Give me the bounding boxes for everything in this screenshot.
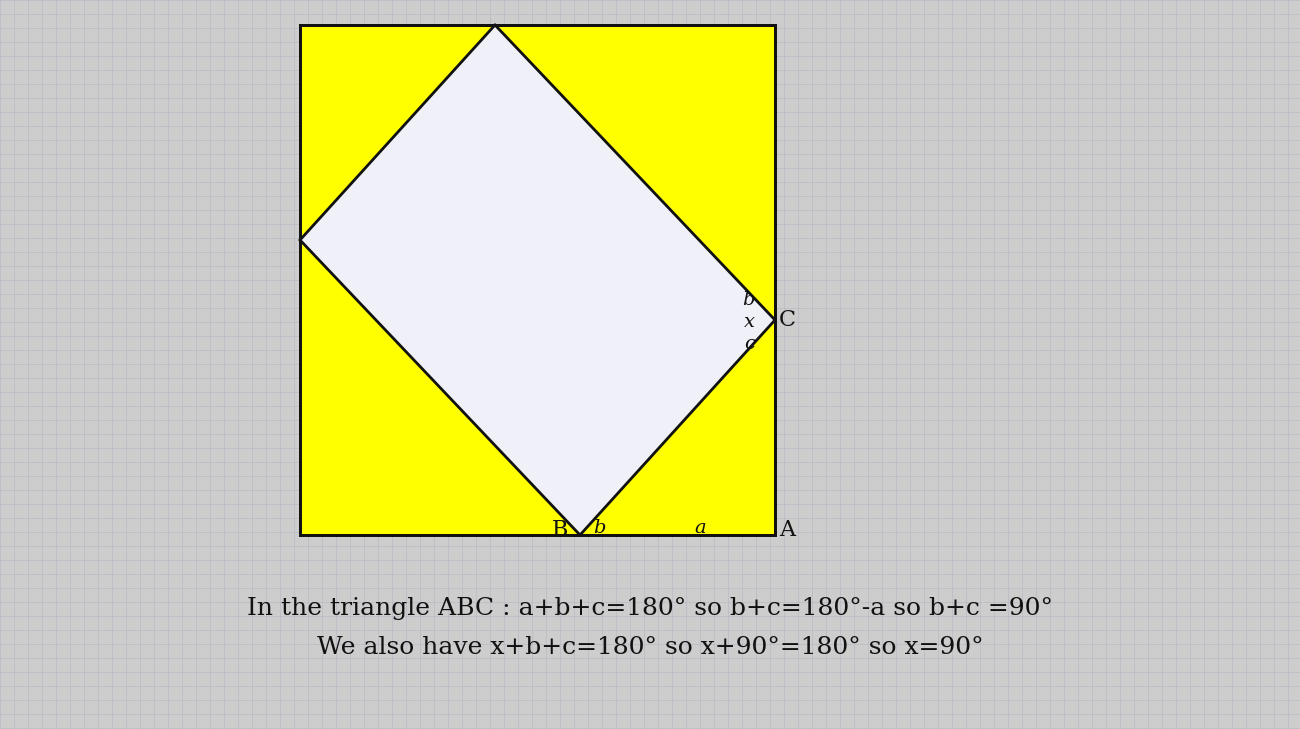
Polygon shape — [300, 25, 775, 535]
Polygon shape — [300, 25, 775, 535]
Text: C: C — [779, 309, 796, 331]
Text: a: a — [694, 519, 706, 537]
Text: We also have x+b+c=180° so x+90°=180° so x=90°: We also have x+b+c=180° so x+90°=180° so… — [317, 636, 983, 660]
Text: x: x — [744, 313, 755, 331]
Text: In the triangle ABC : a+b+c=180° so b+c=180°-a so b+c =90°: In the triangle ABC : a+b+c=180° so b+c=… — [247, 598, 1053, 620]
Text: b: b — [742, 291, 755, 309]
Text: c: c — [744, 335, 755, 353]
Text: b: b — [593, 519, 606, 537]
Text: A: A — [779, 519, 796, 541]
Text: B: B — [551, 519, 568, 541]
